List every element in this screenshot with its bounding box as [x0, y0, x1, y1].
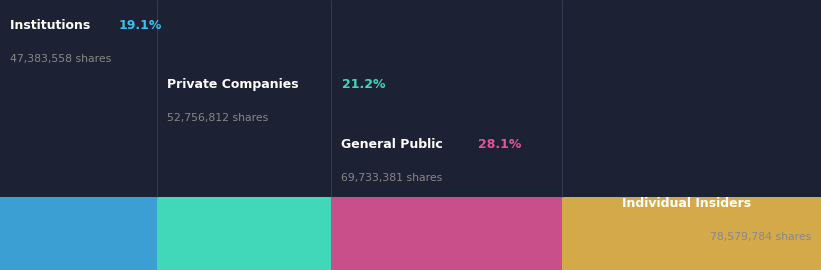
Text: Private Companies: Private Companies — [167, 78, 303, 91]
Text: 52,756,812 shares: 52,756,812 shares — [167, 113, 268, 123]
Text: 31.6%: 31.6% — [768, 197, 811, 210]
Bar — [562, 197, 821, 270]
Bar — [331, 197, 562, 270]
Bar — [0, 197, 157, 270]
Text: 69,733,381 shares: 69,733,381 shares — [341, 173, 442, 183]
Text: 47,383,558 shares: 47,383,558 shares — [10, 54, 111, 64]
Text: 28.1%: 28.1% — [478, 138, 521, 151]
Bar — [157, 197, 331, 270]
Text: Institutions: Institutions — [10, 19, 94, 32]
Text: General Public: General Public — [341, 138, 447, 151]
Text: 78,579,784 shares: 78,579,784 shares — [710, 232, 811, 242]
Text: 19.1%: 19.1% — [119, 19, 163, 32]
Text: Individual Insiders: Individual Insiders — [621, 197, 755, 210]
Text: 21.2%: 21.2% — [342, 78, 386, 91]
